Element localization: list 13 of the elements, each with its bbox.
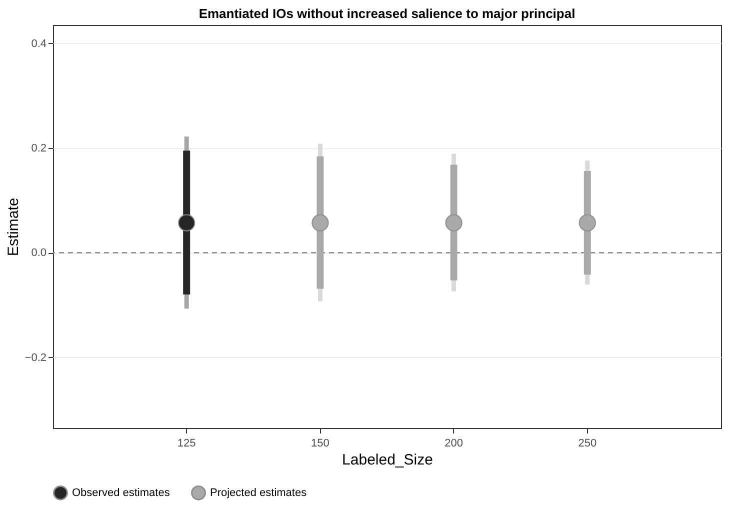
y-tick-label: 0.2 [31, 142, 46, 154]
y-tick-label: 0.0 [31, 247, 46, 260]
x-tick-label: 200 [444, 438, 463, 450]
chart-title: Emantiated IOs without increased salience to major principal [198, 6, 576, 21]
x-tick-label: 150 [311, 438, 330, 450]
x-axis-title: Labeled_Size [342, 452, 433, 468]
y-tick-label: 0.4 [31, 38, 46, 50]
legend-label: Projected estimates [210, 486, 308, 499]
x-tick-label: 250 [578, 438, 597, 450]
y-tick-label: −0.2 [24, 352, 46, 364]
x-tick-label: 125 [177, 438, 196, 450]
y-axis-title: Estimate [4, 198, 22, 256]
legend-label: Observed estimates [72, 486, 170, 499]
